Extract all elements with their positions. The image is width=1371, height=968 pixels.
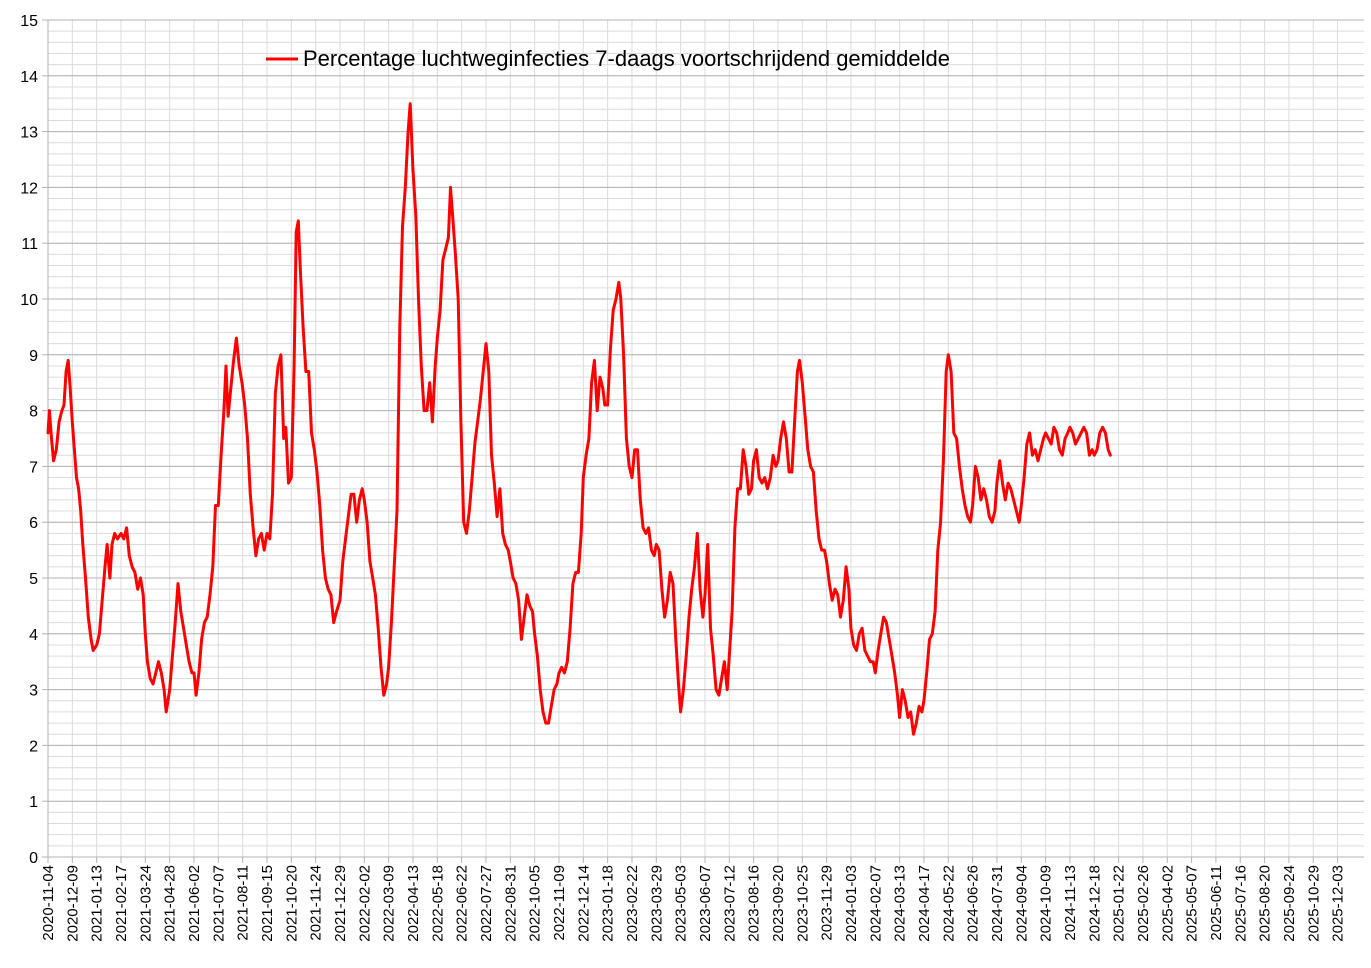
x-tick-label: 2024-11-13 [1062, 865, 1079, 941]
x-tick-label: 2021-09-15 [259, 865, 276, 942]
x-tick-label: 2024-10-09 [1038, 865, 1055, 942]
y-tick-label: 9 [29, 348, 38, 365]
x-tick-label: 2024-05-22 [940, 865, 957, 942]
x-tick-label: 2024-09-04 [1013, 865, 1030, 942]
y-tick-label: 15 [20, 13, 38, 30]
x-tick-label: 2023-05-03 [673, 865, 690, 942]
x-tick-label: 2022-04-13 [405, 865, 422, 942]
x-tick-label: 2020-12-09 [64, 865, 81, 942]
x-tick-label: 2022-03-09 [381, 865, 398, 942]
y-tick-label: 0 [29, 850, 38, 867]
major-gridlines [47, 19, 1364, 858]
x-tick-label: 2025-08-20 [1257, 865, 1274, 942]
x-tick-label: 2025-09-24 [1281, 865, 1298, 942]
x-tick-label: 2020-11-04 [40, 865, 57, 941]
y-tick-label: 5 [29, 571, 38, 588]
legend: Percentage luchtweginfecties 7-daags voo… [266, 46, 950, 71]
x-tick-label: 2021-01-13 [89, 865, 106, 942]
y-tick-label: 7 [29, 459, 38, 476]
y-tick-label: 13 [20, 125, 38, 142]
x-tick-label: 2025-12-03 [1330, 865, 1347, 942]
y-tick-label: 3 [29, 683, 38, 700]
y-tick-label: 12 [20, 180, 38, 197]
x-tick-label: 2024-02-07 [867, 865, 884, 942]
x-tick-label: 2025-04-02 [1159, 865, 1176, 942]
x-tick-label: 2025-10-29 [1305, 865, 1322, 942]
x-tick-label: 2023-03-29 [648, 865, 665, 942]
x-tick-label: 2025-02-26 [1135, 865, 1152, 942]
x-tick-label: 2022-05-18 [429, 865, 446, 942]
x-tick-label: 2021-07-07 [210, 865, 227, 942]
x-tick-label: 2023-09-20 [770, 865, 787, 942]
y-tick-label: 6 [29, 515, 38, 532]
x-tick-label: 2024-07-31 [989, 865, 1006, 942]
x-tick-label: 2023-07-12 [721, 865, 738, 942]
x-tick-label: 2024-12-18 [1086, 865, 1103, 942]
x-tick-label: 2024-06-26 [965, 865, 982, 942]
x-tick-label: 2021-10-20 [283, 865, 300, 942]
x-tick-label: 2023-10-25 [794, 865, 811, 942]
x-tick-label: 2022-06-22 [454, 865, 471, 942]
x-axis: 2020-11-04 2020-12-09 2021-01-13 2021-02-17… [40, 856, 1364, 942]
x-tick-label: 2023-06-07 [697, 865, 714, 942]
x-tick-label: 2021-02-17 [113, 865, 130, 942]
y-tick-label: 11 [21, 236, 38, 253]
x-tick-label: 2023-08-16 [746, 865, 763, 942]
x-tick-label: 2021-12-29 [332, 865, 349, 942]
x-tick-label: 2022-07-27 [478, 865, 495, 942]
x-tick-label: 2021-08-11 [235, 865, 252, 941]
y-tick-label: 2 [29, 738, 38, 755]
x-tick-label: 2022-08-31 [502, 865, 519, 942]
legend-label: Percentage luchtweginfecties 7-daags voo… [303, 46, 950, 71]
x-tick-label: 2022-10-05 [527, 865, 544, 942]
x-tick-label: 2021-06-02 [186, 865, 203, 942]
x-tick-label: 2023-01-18 [600, 865, 617, 942]
series-line-0 [46, 102, 1112, 736]
x-tick-label: 2025-06-11 [1208, 865, 1225, 941]
x-tick-label: 2021-04-28 [162, 865, 179, 942]
x-tick-label: 2025-05-07 [1184, 865, 1201, 942]
x-tick-label: 2025-01-22 [1111, 865, 1128, 942]
y-tick-label: 8 [29, 404, 38, 421]
x-tick-label: 2021-03-24 [137, 865, 154, 942]
x-tick-label: 2021-11-24 [308, 865, 325, 941]
y-tick-label: 4 [29, 627, 38, 644]
x-tick-label: 2024-01-03 [843, 865, 860, 942]
x-tick-label: 2023-02-22 [624, 865, 641, 942]
x-tick-label: 2022-11-09 [551, 865, 568, 941]
y-tick-label: 10 [20, 292, 38, 309]
x-tick-label: 2023-11-29 [819, 865, 836, 941]
y-tick-label: 14 [20, 69, 38, 86]
x-tick-label: 2022-12-14 [575, 865, 592, 942]
x-tick-label: 2024-03-13 [892, 865, 909, 942]
x-tick-label: 2022-02-02 [356, 865, 373, 942]
series-layer [46, 102, 1112, 736]
x-tick-label: 2024-04-17 [916, 865, 933, 942]
x-tick-label: 2025-07-16 [1232, 865, 1249, 942]
y-tick-label: 1 [29, 794, 38, 811]
